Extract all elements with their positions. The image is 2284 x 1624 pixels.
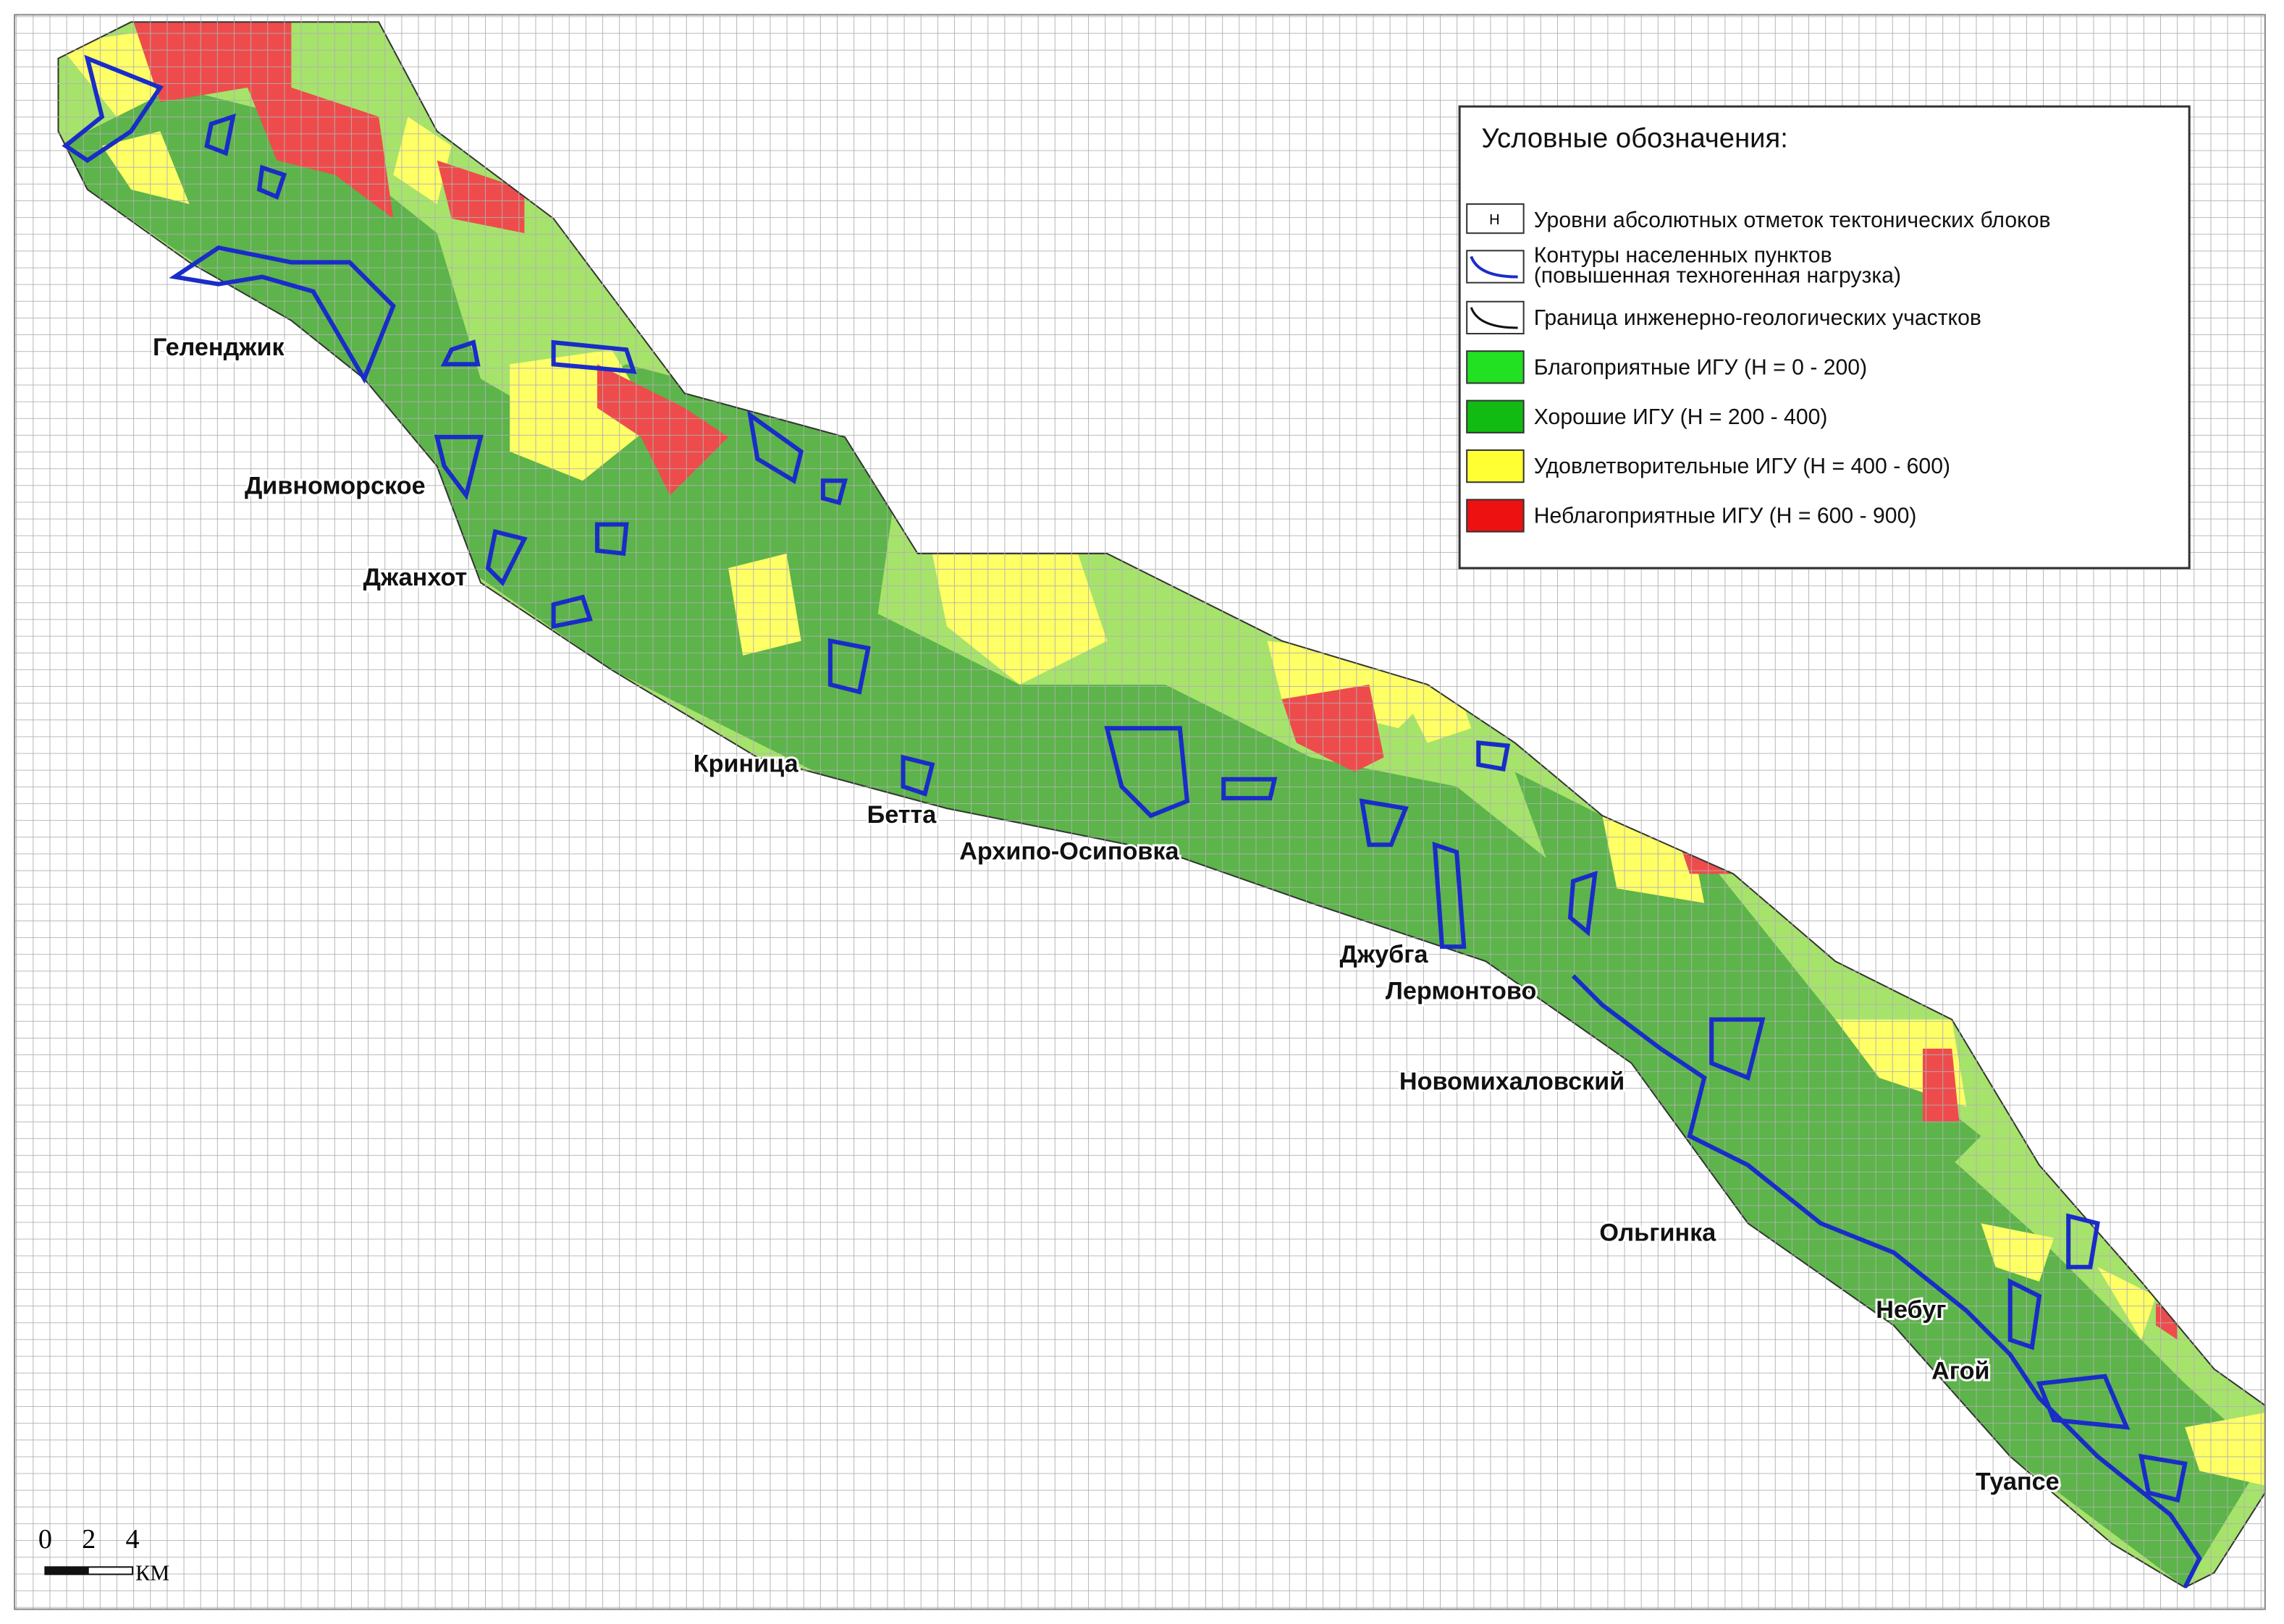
town-label: Геленджик [153,334,285,361]
legend-swatch [1466,499,1525,533]
town-label: Криница [694,750,799,778]
legend-line [1470,255,1518,279]
legend-title: Условные обозначения: [1481,122,1788,153]
settlements [62,54,2202,1589]
legend-label: Удовлетворительные ИГУ (Н = 400 - 600) [1534,454,1950,478]
scale-label: 2 [82,1524,96,1555]
scale-unit: КМ [135,1560,169,1585]
town-label: Дивноморское [245,472,426,499]
scale-label: 0 [38,1524,52,1555]
legend-line [1470,307,1518,329]
town-label: Небуг [1876,1296,1946,1324]
legend-label: Хорошие ИГУ (Н = 200 - 400) [1534,405,1828,429]
legend-label: Неблагоприятные ИГУ (Н = 600 - 900) [1534,504,1917,528]
town-label: Архипо-Осиповка [959,837,1179,865]
town-label: Новомихаловский [1399,1067,1624,1095]
legend-label: (повышенная техногенная нагрузка) [1534,264,1901,288]
town-label: Агой [1931,1358,1989,1385]
town-label: Бетта [867,801,937,829]
legend-label: Граница инженерно-геологических участков [1534,306,1981,330]
legend-box [1458,105,2191,570]
legend-label: Уровни абсолютных отметок тектонических … [1534,208,2051,232]
town-label: Ольгинка [1599,1219,1716,1247]
town-label: Туапсе [1976,1468,2060,1496]
legend-label: Контуры населенных пунктов [1534,243,1832,267]
scale-label: 4 [126,1524,140,1555]
legend: Условные обозначения: Н Уровни абсолютны… [1458,105,2191,570]
legend-swatch [1466,350,1525,384]
town-label: Джанхот [363,564,468,591]
legend-swatch [1466,203,1525,234]
legend-symbol: Н [1489,212,1500,228]
town-labels: Геленджик Дивноморское Джанхот Криница Бетта… [151,331,2062,1497]
legend-swatch [1466,449,1525,483]
town-label: Лермонтово [1386,978,1536,1005]
town-label: Джубга [1340,941,1429,968]
legend-swatch [1466,399,1525,434]
scale-bar-segment [45,1567,89,1575]
legend-label: Благоприятные ИГУ (Н = 0 - 200) [1534,355,1867,379]
scale-bar: 0 2 4 КМ [38,1524,169,1585]
